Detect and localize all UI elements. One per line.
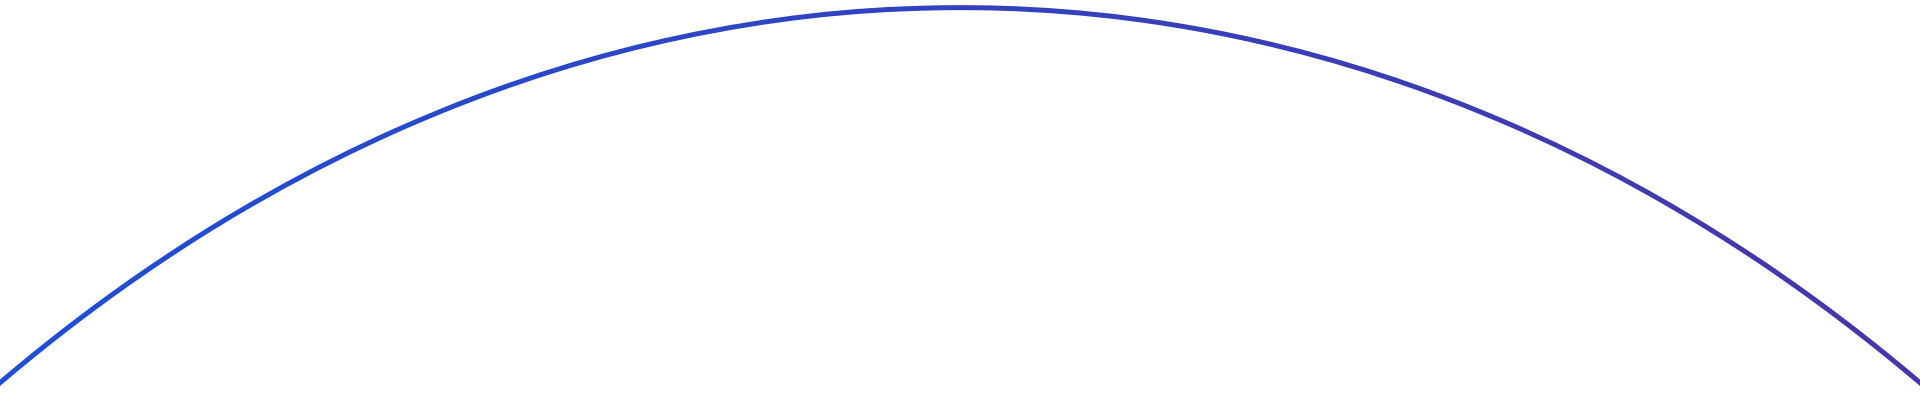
decorative-arc <box>0 5 1920 387</box>
